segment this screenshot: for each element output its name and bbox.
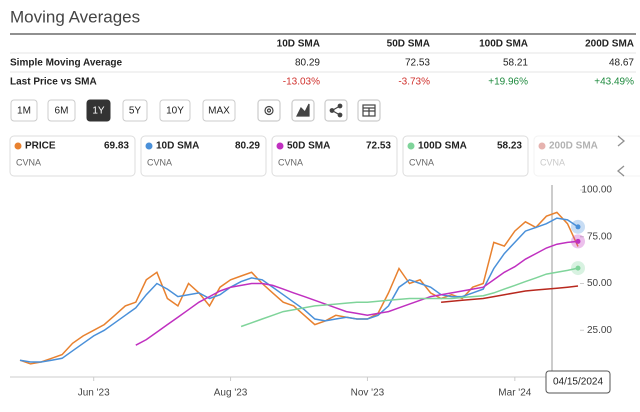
- range-button-label: 6M: [55, 106, 69, 117]
- card-symbol: CVNA: [147, 157, 172, 167]
- title: Moving Averages: [10, 7, 140, 26]
- card-value: 69.83: [104, 141, 129, 152]
- card-box: [402, 135, 529, 177]
- series-card[interactable]: 50D SMA 72.53 CVNA: [271, 135, 398, 177]
- share-icon[interactable]: [324, 99, 348, 122]
- card-box: [140, 135, 267, 177]
- card-symbol: CVNA: [278, 157, 303, 167]
- range-button-label: 1Y: [92, 106, 105, 117]
- date-tooltip: [545, 370, 611, 394]
- row-label: Simple Moving Average: [10, 58, 123, 69]
- cell: +43.49%: [594, 77, 634, 88]
- range-button-label: MAX: [208, 106, 230, 117]
- range-button-label: 5Y: [129, 106, 142, 117]
- card-dot: [145, 142, 153, 150]
- column-header: 100D SMA: [479, 39, 528, 50]
- series-line: [19, 217, 579, 363]
- x-tick-label: Mar '24: [498, 388, 531, 399]
- end-dot: [575, 265, 581, 271]
- toolbar-icons: [257, 99, 381, 122]
- series-line: [19, 211, 579, 365]
- y-tick-label: 50.00: [587, 278, 612, 289]
- series-line: [135, 240, 579, 346]
- card-name: PRICE: [25, 141, 56, 152]
- range-button[interactable]: [122, 99, 148, 122]
- chart-icon[interactable]: [291, 99, 315, 122]
- card-box: [533, 135, 640, 177]
- column-header: 10D SMA: [277, 39, 320, 50]
- card-name: 100D SMA: [418, 141, 467, 152]
- card-name: 10D SMA: [156, 141, 199, 152]
- card-box: [9, 135, 136, 177]
- card-symbol: CVNA: [409, 157, 434, 167]
- cell: 48.67: [609, 58, 634, 69]
- table-icon[interactable]: [357, 99, 381, 122]
- series-card[interactable]: 200D SMA CVNA: [533, 135, 640, 177]
- series-card[interactable]: 10D SMA 80.29 CVNA: [140, 135, 267, 177]
- card-name: 50D SMA: [287, 141, 330, 152]
- card-value: 80.29: [235, 141, 260, 152]
- cell: +19.96%: [488, 77, 528, 88]
- prev-arrow[interactable]: [616, 165, 625, 177]
- x-tick-label: Jun '23: [78, 388, 110, 399]
- range-button[interactable]: [86, 99, 111, 122]
- card-dot: [538, 142, 546, 150]
- date-tooltip-label: 04/15/2024: [553, 377, 603, 388]
- column-header: 200D SMA: [585, 39, 634, 50]
- series-card[interactable]: 100D SMA 58.23 CVNA: [402, 135, 529, 177]
- card-dot: [407, 142, 415, 150]
- x-tick-label: Nov '23: [351, 388, 385, 399]
- cell: -13.03%: [283, 77, 320, 88]
- series-line: [240, 267, 579, 328]
- end-dot: [575, 224, 581, 230]
- column-header: 50D SMA: [387, 39, 430, 50]
- cell: -3.73%: [398, 77, 430, 88]
- card-name: 200D SMA: [549, 141, 598, 152]
- y-tick-label: 100.00: [581, 185, 612, 196]
- card-value: 72.53: [366, 141, 391, 152]
- card-symbol: CVNA: [540, 157, 565, 167]
- card-dot: [14, 142, 22, 150]
- card-box: [271, 135, 398, 177]
- card-value: 58.23: [497, 141, 522, 152]
- y-tick-label: 25.00: [587, 325, 612, 336]
- range-button-label: 1M: [17, 106, 31, 117]
- next-arrow[interactable]: [617, 135, 626, 147]
- range-button-label: 10Y: [166, 106, 184, 117]
- range-button[interactable]: [202, 99, 236, 122]
- cell: 80.29: [295, 58, 320, 69]
- range-button[interactable]: [159, 99, 191, 122]
- x-tick-label: Aug '23: [214, 388, 248, 399]
- cell: 58.21: [503, 58, 528, 69]
- series-line: [441, 285, 579, 303]
- settings-icon[interactable]: [257, 99, 281, 122]
- y-tick-label: 75.00: [587, 231, 612, 242]
- card-dot: [276, 142, 284, 150]
- range-button[interactable]: [10, 99, 38, 122]
- card-symbol: CVNA: [16, 157, 41, 167]
- series-card[interactable]: PRICE 69.83 CVNA: [9, 135, 136, 177]
- range-button[interactable]: [47, 99, 76, 122]
- cell: 72.53: [405, 58, 430, 69]
- row-label: Last Price vs SMA: [10, 77, 97, 88]
- end-dot: [575, 238, 581, 244]
